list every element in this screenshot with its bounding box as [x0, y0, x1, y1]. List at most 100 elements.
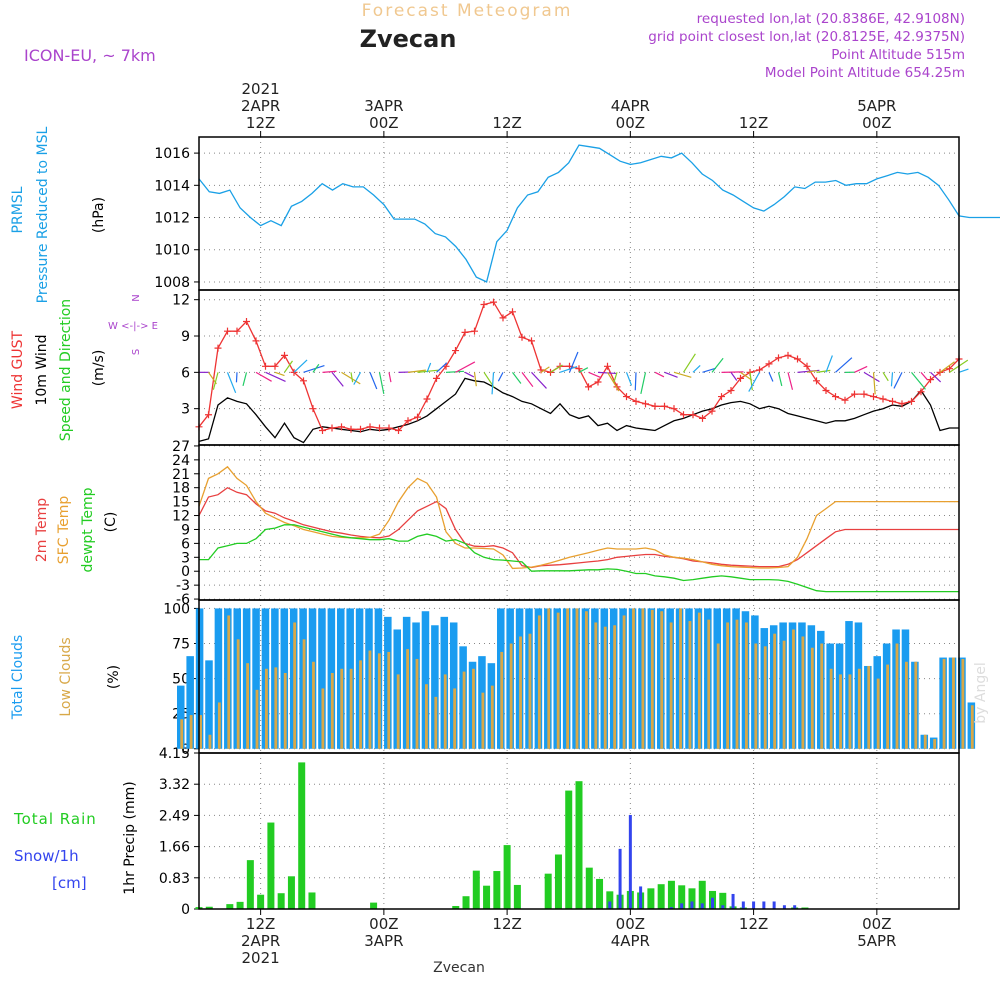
low-cloud-bar	[246, 663, 249, 749]
low-cloud-bar	[265, 668, 268, 749]
wind-gust-marker	[661, 402, 668, 410]
bottom-time-label: 3APR	[364, 932, 403, 950]
temp-tick-label: 27	[172, 439, 190, 455]
wind-direction-arrow	[426, 362, 432, 373]
rain-bar	[647, 888, 655, 909]
snow-bar	[752, 901, 756, 909]
low-cloud-bar	[801, 636, 805, 749]
rain-bar	[462, 896, 470, 909]
temp-sfc-label: SFC Temp	[56, 496, 72, 565]
wind-direction-arrow	[531, 371, 547, 389]
wind-gust-marker	[205, 411, 212, 419]
low-cloud-bar	[933, 738, 937, 749]
bottom-time-label: 12Z	[492, 915, 521, 933]
low-cloud-bar	[443, 674, 447, 749]
wind-direction-arrow	[634, 372, 637, 391]
wind-gust-marker	[376, 424, 383, 432]
wind-direction-arrow	[930, 371, 942, 383]
low-cloud-bar	[537, 615, 541, 749]
rain-bar	[257, 894, 265, 909]
low-cloud-bar	[622, 615, 626, 749]
low-cloud-bar	[961, 658, 965, 749]
wind-direction-arrow	[407, 369, 426, 373]
low-cloud-bar	[387, 651, 391, 749]
wind-direction-arrow	[464, 371, 475, 378]
low-cloud-bar	[697, 612, 701, 749]
pressure-panel-frame	[198, 136, 960, 291]
wind-gust-marker	[822, 387, 830, 395]
precip-tick-label: 4.15	[159, 746, 190, 762]
temp-tick-label: -6	[176, 592, 190, 608]
wind-gust-marker	[946, 365, 953, 373]
top-time-label: 00Z	[862, 114, 891, 132]
low-cloud-bar	[368, 650, 372, 749]
wind-direction-arrow	[491, 372, 495, 395]
bottom-time-label: 12Z	[739, 915, 768, 933]
rain-bar	[308, 892, 316, 909]
total-cloud-bar	[186, 656, 194, 749]
temp-tick-label: 9	[181, 522, 190, 538]
bottom-time-label: 2021	[242, 949, 280, 967]
wind-gust-marker	[357, 425, 364, 433]
wind-gust-marker	[898, 400, 906, 408]
precip-unit: 1hr Precip (mm)	[122, 781, 138, 894]
wind-gust-marker	[395, 426, 402, 434]
rain-bar	[246, 860, 254, 909]
wind-direction-arrow	[854, 365, 868, 373]
wind-gust-marker	[537, 366, 545, 374]
low-cloud-bar	[952, 657, 955, 749]
compass-s: S	[131, 349, 142, 355]
low-cloud-bar	[839, 674, 842, 749]
total-cloud-bar	[449, 622, 458, 749]
wind-direction-arrow	[625, 372, 633, 386]
wind-gust-marker	[224, 327, 231, 335]
wind-unit: (m/s)	[91, 350, 107, 387]
low-cloud-bar	[594, 622, 598, 749]
wind-direction-arrow	[341, 371, 361, 385]
pressure-tick-label: 1014	[154, 178, 190, 194]
low-cloud-bar	[406, 649, 409, 749]
low-cloud-bar	[236, 639, 240, 749]
top-time-label: 2021	[242, 80, 280, 98]
wind-gust-marker	[889, 397, 896, 405]
low-cloud-bar	[829, 668, 833, 749]
snow-label: Snow/1h	[14, 847, 79, 865]
low-cloud-bar	[255, 689, 259, 749]
wind-gust-marker	[243, 317, 250, 325]
wind-gust-marker	[794, 355, 801, 363]
top-time-label: 00Z	[616, 114, 645, 132]
wind-gust-marker	[262, 362, 269, 370]
wind-direction-arrow	[293, 359, 308, 373]
location-title: Zvecan	[360, 25, 457, 53]
low-cloud-bar	[585, 611, 588, 749]
wind-direction-arrow	[806, 369, 817, 373]
snow-bar	[793, 905, 797, 909]
low-cloud-bar	[481, 692, 485, 749]
temp-tick-label: 6	[181, 536, 190, 552]
bottom-time-label: 4APR	[611, 932, 650, 950]
wind-direction-arrow	[702, 367, 717, 373]
rain-bar	[298, 762, 306, 909]
wind-gust-marker	[775, 354, 782, 362]
rain-bar	[667, 880, 675, 909]
wind-gust-marker	[433, 374, 440, 382]
rain-bar	[493, 871, 501, 909]
low-cloud-bar	[745, 622, 748, 749]
wind-gust-marker	[585, 383, 592, 391]
low-cloud-bar	[603, 626, 607, 749]
wind-gust-marker	[680, 411, 687, 419]
low-cloud-bar	[632, 608, 635, 749]
wind-direction-arrow	[777, 372, 783, 387]
wind-gust-marker	[879, 395, 887, 403]
clouds-tick-label: 75	[172, 637, 190, 653]
pressure-tick-label: 1012	[154, 211, 190, 227]
wind-gust-marker	[281, 351, 288, 359]
temp-tick-label: 15	[172, 495, 190, 511]
top-time-label: 5APR	[857, 97, 896, 115]
total-cloud-bar	[177, 685, 185, 749]
wind-gust-marker	[756, 366, 763, 374]
low-cloud-bar	[613, 625, 617, 749]
clouds-total-label: Total Clouds	[10, 635, 26, 720]
wind-gust-marker	[366, 423, 374, 431]
